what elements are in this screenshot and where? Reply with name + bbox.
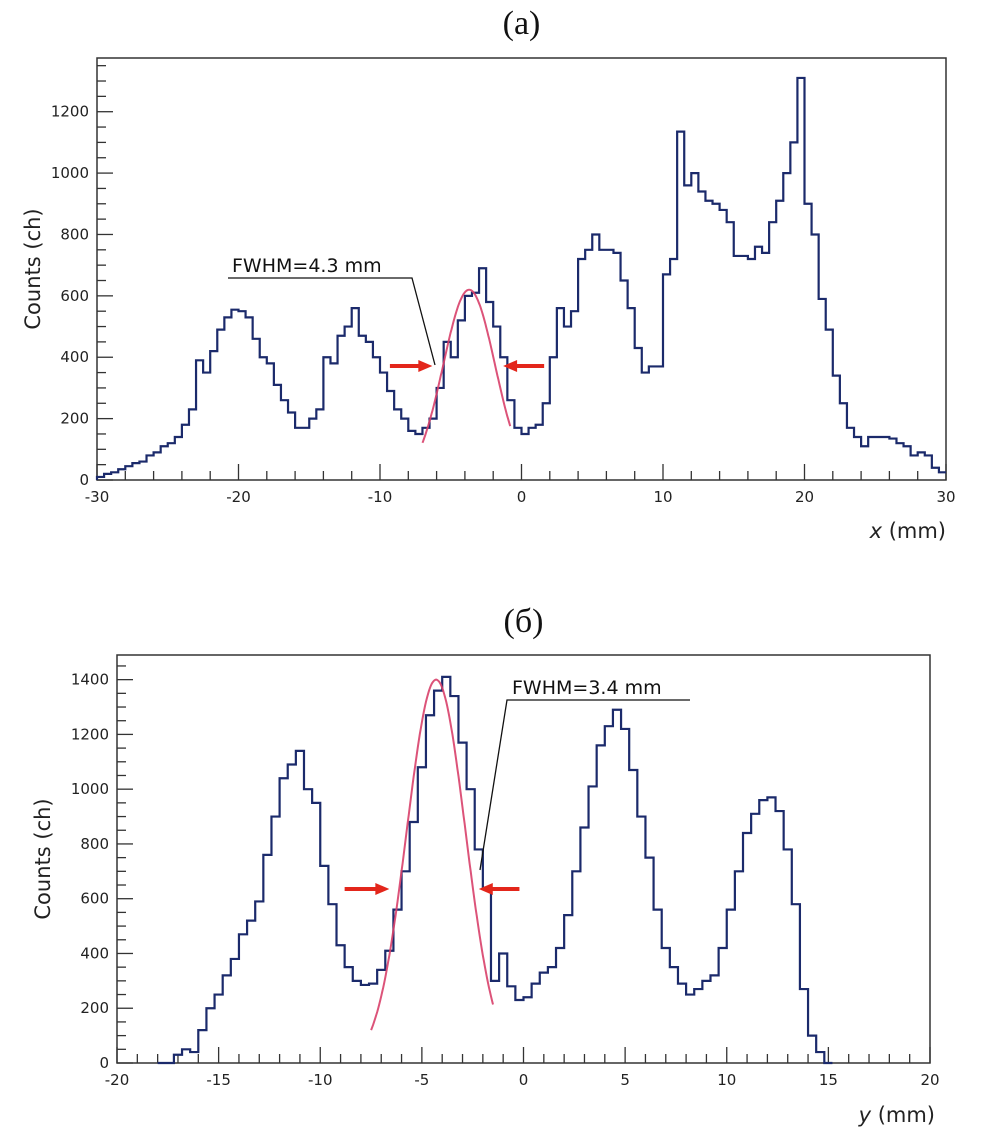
x-tick-label: -20 [226,488,251,506]
x-axis-label: y (mm) [858,1103,935,1127]
y-tick-label: 0 [79,471,89,489]
x-tick-label: 30 [936,488,955,506]
panel-title: (б) [504,603,544,640]
y-tick-label: 600 [80,890,109,908]
fwhm-annotation: FWHM=3.4 mm [512,677,662,699]
x-tick-label: -30 [85,488,110,506]
y-axis-label: Counts (ch) [21,208,45,329]
y-tick-label: 400 [80,944,109,962]
x-tick-label: 0 [519,1071,529,1089]
y-tick-label: 800 [80,835,109,853]
x-axis-variable: x [869,519,883,543]
fwhm-arrow-left [389,360,433,372]
arrow-head [503,360,518,372]
fwhm-arrow-left [344,883,390,895]
histogram-line [95,76,946,480]
x-tick-label: -10 [368,488,393,506]
x-axis-unit: (mm) [882,519,946,543]
annotation-leader-line [479,699,690,871]
annotation-leader-line [228,277,436,366]
y-tick-label: 800 [60,225,89,243]
x-tick-label: -5 [414,1071,429,1089]
x-tick-label: 20 [920,1071,939,1089]
chart-panel-1: (a) -30 -20 -10 0 10 20 30 0 200 400 600 800 1000 1200… [21,5,956,543]
x-tick-label: 20 [795,488,814,506]
x-tick-label: 0 [517,488,527,506]
fwhm-arrow-right [478,883,520,895]
arrow-head [478,883,493,895]
gaussian-fit-curve [370,678,494,1031]
y-tick-label: 200 [80,999,109,1017]
y-tick-label: 1000 [51,164,89,182]
x-tick-label: 15 [819,1071,838,1089]
x-axis-label: x (mm) [869,519,946,543]
gaussian-fit-curve [421,288,512,444]
y-axis-label: Counts (ch) [31,798,55,919]
histogram-line [157,675,833,1065]
y-tick-label: 1200 [71,725,109,743]
x-tick-label: 10 [653,488,672,506]
chart-panel-2: (б)-20 -15 -10 -5 0 5 10 15 20020040060080010001… [31,603,940,1127]
y-tick-label: 1400 [71,671,109,689]
x-axis-unit: (mm) [871,1103,935,1127]
x-tick-label: 10 [717,1071,736,1089]
y-tick-label: 200 [60,410,89,428]
fwhm-arrow-right [503,360,545,372]
x-axis-variable: y [858,1103,872,1127]
x-tick-label: -10 [308,1071,333,1089]
y-tick-label: 0 [99,1054,109,1072]
x-tick-label: -15 [206,1071,231,1089]
x-tick-label: -20 [105,1071,130,1089]
y-tick-label: 400 [60,348,89,366]
y-tick-label: 1200 [51,103,89,121]
y-tick-label: 1000 [71,780,109,798]
fwhm-annotation: FWHM=4.3 mm [232,255,382,277]
panel-title: (a) [503,5,541,42]
y-tick-label: 600 [60,287,89,305]
arrow-head [418,360,433,372]
x-tick-label: 5 [620,1071,630,1089]
arrow-head [375,883,390,895]
